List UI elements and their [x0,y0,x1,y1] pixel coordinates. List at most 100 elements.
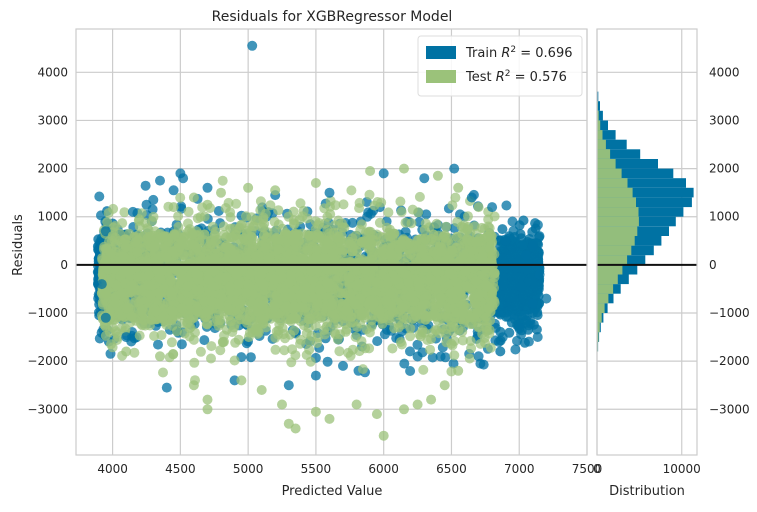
test-point [287,344,297,354]
test-point [334,346,344,356]
test-point [465,354,475,364]
test-point [219,337,229,347]
test-point [247,212,257,222]
test-point [418,365,428,375]
test-point [425,345,435,355]
train-point [506,292,516,302]
test-point [449,350,459,360]
test-point [370,201,380,211]
test-point [190,328,200,338]
test-point [250,325,260,335]
test-point [457,327,467,337]
train-point [495,346,505,356]
test-point [397,340,407,350]
train-point [501,201,511,211]
test-point [158,368,168,378]
train-point [141,181,151,191]
train-point [495,327,505,337]
test-point [333,216,343,226]
test-point [302,350,312,360]
train-point [380,329,390,339]
test-point [346,351,356,361]
test-point [147,216,157,226]
test-point [102,217,112,227]
test-point [450,193,460,203]
train-point [534,281,544,291]
chart-title: Residuals for XGBRegressor Model [212,9,453,25]
train-point [323,357,333,367]
test-point [484,329,494,339]
test-point [470,221,480,231]
test-point [157,330,167,340]
test-point [346,185,356,195]
test-point [225,207,235,217]
test-point [296,198,306,208]
test-point [289,207,299,217]
test-point [432,326,442,336]
test-point [358,364,368,374]
test-point [383,207,393,217]
test-point [375,218,385,228]
test-point [227,327,237,337]
train-point [413,340,423,350]
test-point [218,176,228,186]
train-point [405,346,415,356]
test-point [405,331,415,341]
test-point [421,218,431,228]
test-point [415,192,425,202]
test-point [104,208,114,218]
train-point [153,340,163,350]
test-point [286,357,296,367]
train-point [516,281,526,291]
test-point [407,218,417,228]
test-point [230,356,240,366]
test-point [289,326,299,336]
test-point [256,196,266,206]
test-point [137,208,147,218]
test-point [418,325,428,335]
train-point [372,336,382,346]
test-point [422,335,432,345]
test-point [230,338,240,348]
test-point [279,329,289,339]
test-point [397,207,407,217]
train-point [510,345,520,355]
test-point [206,354,216,364]
train-point [530,218,540,228]
test-point [441,337,451,347]
test-point [408,205,418,215]
test-point [206,341,216,351]
test-point [458,336,468,346]
train-point [436,352,446,362]
test-point [219,221,229,231]
test-point [314,218,324,228]
test-point [289,218,299,228]
test-point [173,211,183,221]
test-point [441,324,451,334]
test-point [325,202,335,212]
test-point [117,218,127,228]
test-point [189,358,199,368]
train-point [94,192,104,202]
test-point [476,339,486,349]
train-point [517,241,527,251]
train-point [177,339,187,349]
test-point [387,344,397,354]
test-point [273,205,283,215]
train-point [504,328,514,338]
train-point [246,352,256,362]
test-point [395,197,405,207]
test-point [119,207,129,217]
train-point [532,325,542,335]
test-point [463,211,473,221]
test-point [486,343,496,353]
test-point [167,337,177,347]
test-point [321,322,331,332]
test-point [441,222,451,232]
test-point [135,331,145,341]
test-point [101,331,111,341]
test-point [306,331,316,341]
test-point [231,199,241,209]
